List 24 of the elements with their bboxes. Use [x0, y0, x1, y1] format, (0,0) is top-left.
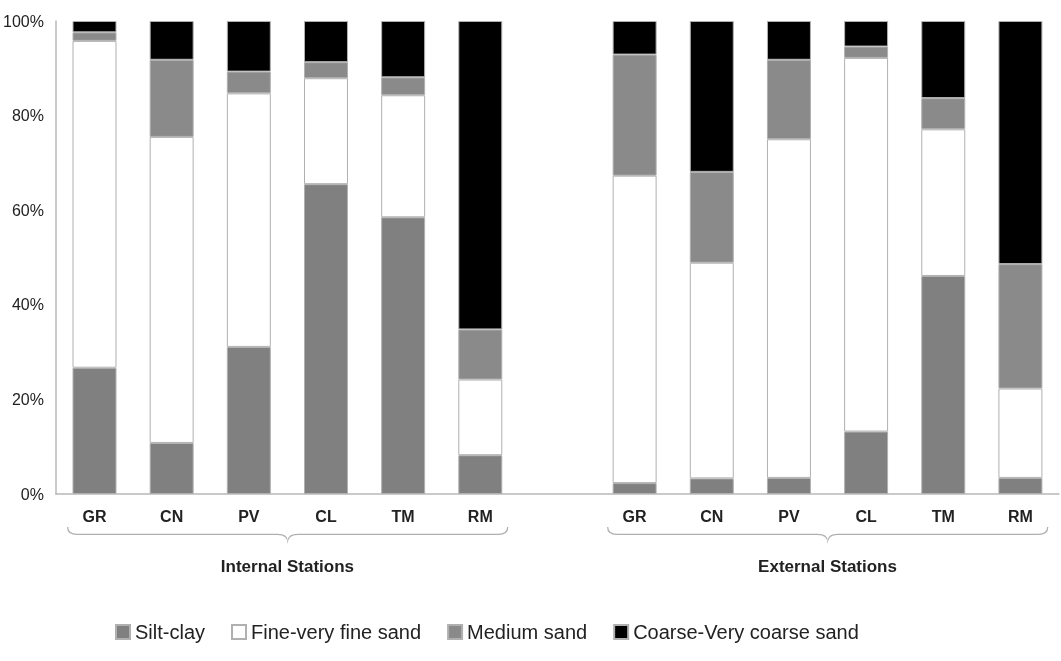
y-tick-label: 80% — [11, 107, 44, 125]
text: External Stations — [758, 556, 897, 576]
y-tick-label: 60% — [11, 201, 44, 219]
y-tick-label: 0% — [20, 485, 44, 503]
x-tick-label: RM — [467, 507, 493, 525]
y-tick-label: 20% — [11, 390, 44, 408]
legend-label: Silt-clay — [135, 621, 206, 643]
y-tick-label: 40% — [11, 296, 44, 314]
x-tick-label: CN — [160, 507, 184, 525]
x-tick-label: CN — [700, 507, 724, 525]
x-tick-label: TM — [931, 507, 955, 525]
text: Internal Stations — [220, 556, 354, 576]
legend-label: Fine-very fine sand — [251, 621, 422, 643]
y-tick-label: 100% — [3, 12, 44, 30]
legend-label: Medium sand — [467, 621, 588, 643]
x-tick-label: CL — [855, 507, 877, 525]
x-tick-label: CL — [315, 507, 337, 525]
x-tick-label: GR — [622, 507, 648, 525]
x-tick-label: RM — [1007, 507, 1033, 525]
x-tick-label: PV — [778, 507, 800, 525]
x-tick-label: GR — [82, 507, 107, 525]
legend-label: Coarse-Very coarse sand — [633, 621, 859, 643]
x-tick-label: PV — [238, 507, 260, 525]
x-tick-label: TM — [391, 507, 415, 525]
